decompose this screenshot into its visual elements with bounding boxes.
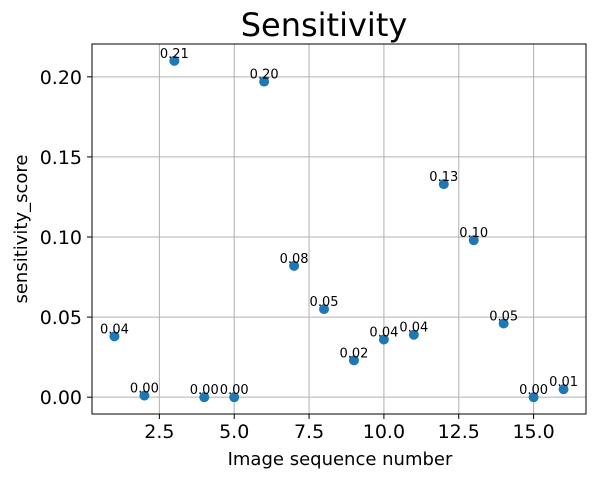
y-tick-label: 0.20 [40, 67, 82, 89]
data-point-label: 0.01 [549, 375, 578, 390]
data-point [468, 235, 479, 246]
data-point [438, 179, 449, 190]
x-axis-ticks: 2.5 5.0 7.5 10.0 12.5 15.0 [144, 414, 555, 443]
data-point [169, 55, 180, 66]
data-point [259, 76, 270, 87]
grid [92, 44, 586, 414]
x-tick-label: 12.5 [438, 421, 480, 443]
data-point [528, 392, 539, 403]
y-tick-label: 0.10 [40, 227, 82, 249]
data-point-label: 0.21 [160, 47, 189, 62]
y-tick-label: 0.15 [40, 147, 82, 169]
data-point [289, 260, 300, 271]
data-point-label: 0.10 [459, 226, 488, 241]
data-point-label: 0.02 [339, 346, 368, 361]
data-point-label: 0.04 [399, 321, 428, 336]
y-tick-label: 0.05 [40, 307, 82, 329]
y-axis-label: sensitivity_score [11, 154, 32, 303]
x-axis-label: Image sequence number [228, 449, 453, 470]
data-point [319, 304, 330, 315]
x-tick-label: 10.0 [363, 421, 405, 443]
data-point-label: 0.00 [130, 382, 159, 397]
data-point-label: 0.04 [100, 322, 129, 337]
x-tick-label: 7.5 [294, 421, 324, 443]
x-tick-label: 15.0 [512, 421, 554, 443]
data-point-label: 0.20 [250, 68, 279, 83]
plot-frame [91, 43, 587, 415]
data-points [109, 55, 569, 403]
data-point-label: 0.00 [190, 383, 219, 398]
data-point [498, 318, 509, 329]
data-point [199, 392, 210, 403]
data-point [408, 329, 419, 340]
data-point [229, 392, 240, 403]
data-point-label: 0.00 [220, 383, 249, 398]
data-point [378, 334, 389, 345]
data-point-label: 0.08 [280, 252, 309, 267]
data-point [139, 390, 150, 401]
chart-title: Sensitivity [241, 6, 408, 44]
data-point-label: 0.00 [519, 383, 548, 398]
y-axis-ticks: 0.00 0.05 0.10 0.15 0.20 [40, 67, 92, 409]
data-point-label: 0.04 [369, 326, 398, 341]
data-point [348, 355, 359, 366]
y-tick-label: 0.00 [40, 387, 82, 409]
x-tick-label: 5.0 [219, 421, 249, 443]
data-labels: 0.040.000.210.00 0.000.200.080.050.020.04… [100, 47, 578, 398]
x-tick-label: 2.5 [144, 421, 174, 443]
data-point-label: 0.05 [310, 295, 339, 310]
data-point-label: 0.05 [489, 310, 518, 325]
data-point-label: 0.13 [429, 170, 458, 185]
data-point [558, 384, 569, 395]
data-point [109, 331, 120, 342]
